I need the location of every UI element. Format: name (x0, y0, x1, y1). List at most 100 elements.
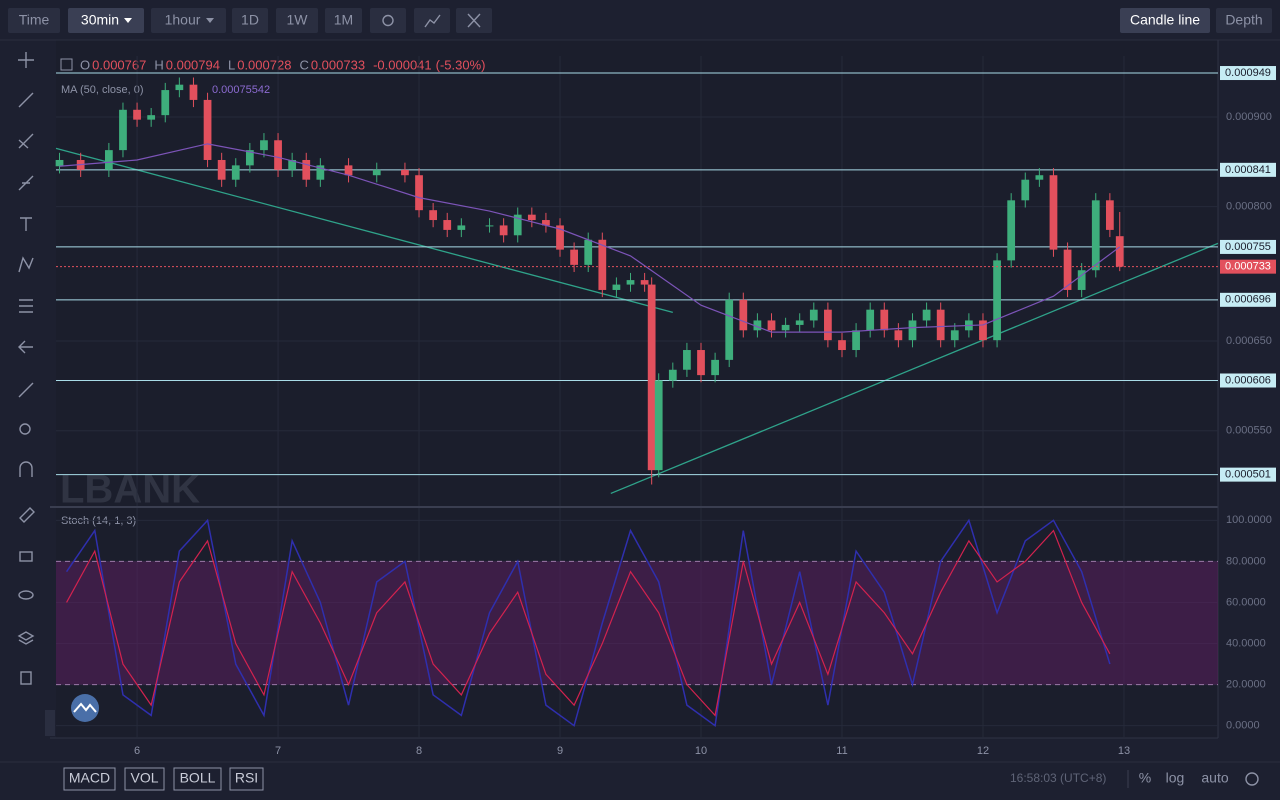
candle-body (908, 320, 917, 341)
level-label: 0.000696 (1225, 294, 1271, 306)
level-badge (1220, 239, 1276, 254)
logo-mark (73, 702, 97, 713)
candle-body (626, 280, 635, 285)
text-tool[interactable] (20, 217, 32, 231)
ohlc-value: 0.000794 (166, 57, 220, 72)
level-label: 0.000949 (1225, 67, 1271, 79)
axis-option[interactable]: % (1139, 770, 1151, 786)
level-badge (1220, 292, 1276, 307)
fib-tool[interactable] (18, 175, 34, 191)
measure-tool[interactable] (19, 299, 33, 313)
ruler-tool[interactable] (18, 382, 34, 398)
y-tick-label: 0.000650 (1226, 335, 1272, 347)
interval-button[interactable] (151, 8, 226, 33)
ohlc-key: L (228, 57, 235, 72)
candle-body (372, 169, 381, 176)
x-tick-label: 9 (557, 745, 563, 757)
candle-body (979, 320, 987, 341)
footer-settings[interactable] (1245, 772, 1259, 786)
indicator-icon (424, 14, 441, 28)
candle-body (119, 109, 127, 151)
x-tick-label: 12 (977, 745, 989, 757)
y-tick-label: 0.000550 (1226, 425, 1272, 437)
collapse-tool[interactable] (18, 340, 33, 354)
magnet-tool[interactable] (19, 461, 33, 477)
candle-body (1063, 249, 1072, 290)
candle-body (1115, 236, 1124, 267)
view-button[interactable] (1120, 8, 1210, 33)
brush-tool[interactable] (19, 507, 35, 523)
view-button[interactable] (1216, 8, 1272, 33)
candle-body (795, 320, 804, 325)
candle-body (781, 324, 790, 331)
view-label: Depth (1225, 12, 1262, 28)
lock-tool[interactable] (19, 551, 33, 562)
crosshair-tool[interactable] (18, 52, 34, 68)
visibility-tool[interactable] (18, 590, 34, 600)
line-tool[interactable] (18, 92, 34, 108)
y-tick-label: 0.0000 (1226, 720, 1260, 732)
candle-body (1049, 175, 1058, 250)
candle-body (880, 309, 889, 331)
axis-option[interactable]: log (1166, 770, 1185, 786)
indicator-button[interactable] (124, 767, 165, 791)
candle-body (217, 159, 226, 180)
toolbar-icons (370, 8, 492, 33)
indicator-label: RSI (235, 770, 258, 786)
interval-button[interactable] (276, 8, 318, 33)
interval-label: 30min (81, 12, 119, 28)
indicator-button[interactable] (63, 767, 116, 791)
dropdown-caret (206, 18, 214, 23)
candle-body (260, 140, 268, 151)
candle-body (570, 249, 578, 265)
zoom-tool[interactable] (19, 423, 31, 435)
ma-value: 0.00075542 (212, 84, 270, 96)
indicator-button[interactable] (229, 767, 264, 791)
ma-line (59, 143, 1121, 333)
candle-body (527, 214, 536, 221)
candle-body (668, 369, 677, 381)
candle-body (457, 225, 466, 230)
x-tick-label: 11 (836, 745, 847, 757)
x-tick-label: 13 (1118, 745, 1130, 757)
legend-toggle[interactable] (60, 58, 73, 71)
level-badge (1220, 66, 1276, 81)
candle-body (584, 239, 593, 265)
pattern-tool[interactable] (18, 256, 34, 273)
trendline (610, 242, 1219, 495)
candle-body (922, 309, 931, 321)
candle-body (231, 165, 240, 180)
ohlc-key: H (154, 57, 163, 72)
candle-body (1105, 200, 1114, 230)
delete-tool[interactable] (20, 671, 32, 685)
candle-body (824, 309, 832, 341)
interval-button[interactable] (232, 8, 268, 33)
axis-option[interactable]: auto (1201, 770, 1228, 786)
stoch-title: Stoch (14, 1, 3) (61, 515, 136, 527)
candle-body (556, 225, 564, 250)
sidebar-toggle[interactable] (45, 710, 55, 736)
x-tick-label: 7 (275, 745, 281, 757)
indicator-button[interactable] (414, 8, 450, 33)
candle-body (598, 239, 607, 290)
level-badge (1220, 467, 1276, 482)
settings-button[interactable] (370, 8, 406, 33)
y-tick-label: 40.0000 (1226, 637, 1266, 649)
stoch-line (66, 529, 1111, 717)
multi-line-tool[interactable] (18, 133, 34, 149)
candle-body (894, 330, 903, 341)
interval-button[interactable] (8, 8, 60, 33)
ohlc-key: O (80, 57, 90, 72)
candle-body (1035, 175, 1044, 180)
x-tick-label: 8 (416, 745, 422, 757)
candle-body (175, 84, 184, 91)
interval-button[interactable] (325, 8, 362, 33)
layers-tool[interactable] (17, 631, 35, 645)
candle-body (852, 330, 860, 351)
candle-body (1077, 270, 1086, 290)
candle-body (485, 225, 494, 227)
indicator-button[interactable] (173, 767, 222, 791)
candle-body (104, 150, 113, 170)
interval-button[interactable] (68, 8, 144, 33)
